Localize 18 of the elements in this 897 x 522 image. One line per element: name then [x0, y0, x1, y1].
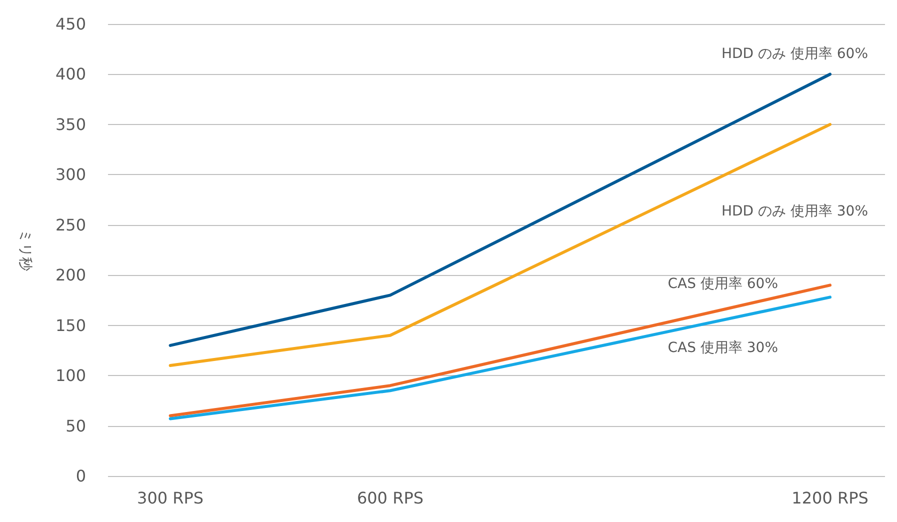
y-tick-label: 250 — [55, 215, 86, 234]
series-label: CAS 使用率 60% — [668, 276, 778, 292]
y-tick-label: 50 — [66, 416, 86, 436]
y-tick-label: 400 — [55, 64, 86, 84]
series-label: HDD のみ 使用率 30% — [721, 203, 868, 220]
y-tick-label: 0 — [76, 466, 86, 486]
y-tick-label: 100 — [55, 366, 86, 386]
x-tick-label: 1200 RPS — [792, 488, 868, 508]
y-tick-label: 200 — [55, 266, 86, 285]
y-tick-label: 350 — [55, 114, 86, 134]
x-tick-label: 600 RPS — [356, 488, 424, 508]
y-tick-label: 450 — [55, 14, 86, 34]
y-axis-title: ミリ秒 — [17, 229, 33, 271]
series-label: CAS 使用率 30% — [668, 340, 778, 356]
text: HDD のみ 使用率 60% — [721, 46, 868, 62]
y-tick-label: 150 — [55, 316, 86, 335]
y-tick-label: 300 — [55, 165, 86, 184]
x-tick-label: 300 RPS — [137, 488, 204, 508]
